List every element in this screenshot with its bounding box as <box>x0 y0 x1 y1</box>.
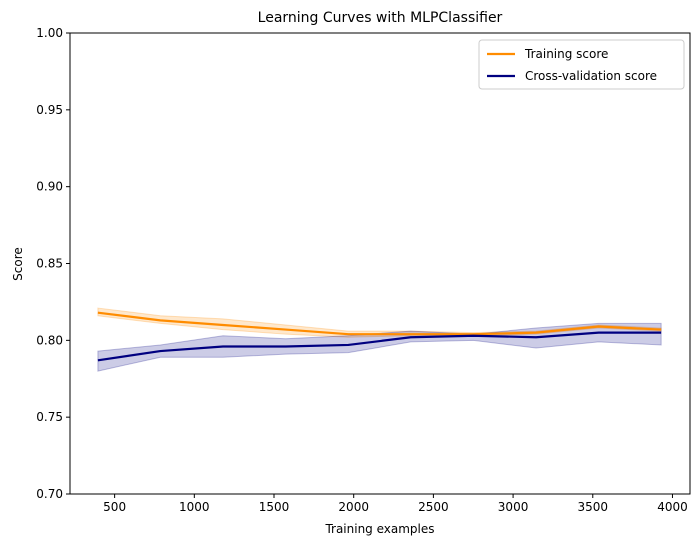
training-score-band <box>97 307 662 338</box>
y-axis-ticks: 0.70 0.75 0.80 0.85 0.90 0.95 1.00 <box>36 26 70 501</box>
y-tick-label: 0.95 <box>36 103 63 117</box>
y-tick-label: 1.00 <box>36 26 63 40</box>
y-axis-label: Score <box>11 247 25 281</box>
confidence-bands <box>97 307 662 372</box>
y-tick-label: 0.70 <box>36 487 63 501</box>
legend: Training score Cross-validation score <box>478 39 685 90</box>
plot-frame <box>69 32 691 495</box>
x-axis-ticks: 500 1000 1500 2000 2500 3000 3500 4000 <box>103 494 688 514</box>
series-lines <box>97 311 662 362</box>
y-tick-label: 0.85 <box>36 257 63 271</box>
x-axis-label: Training examples <box>324 522 434 536</box>
y-tick-label: 0.90 <box>36 180 63 194</box>
x-tick-label: 4000 <box>657 500 688 514</box>
x-tick-label: 3500 <box>578 500 609 514</box>
x-tick-label: 500 <box>103 500 126 514</box>
y-tick-label: 0.75 <box>36 410 63 424</box>
y-tick-label: 0.80 <box>36 333 63 347</box>
x-tick-label: 2500 <box>418 500 449 514</box>
legend-label-training-score: Training score <box>524 47 608 61</box>
axes <box>69 32 691 495</box>
legend-label-cross-validation-score: Cross-validation score <box>525 69 657 83</box>
x-tick-label: 2000 <box>338 500 369 514</box>
chart-title: Learning Curves with MLPClassifier <box>258 10 503 26</box>
x-tick-label: 3000 <box>498 500 529 514</box>
x-tick-label: 1000 <box>179 500 210 514</box>
legend-box <box>478 39 685 90</box>
cross-validation-score-line <box>97 331 662 362</box>
x-tick-label: 1500 <box>259 500 290 514</box>
training-score-line <box>97 311 662 336</box>
cross-validation-score-band <box>97 322 662 372</box>
